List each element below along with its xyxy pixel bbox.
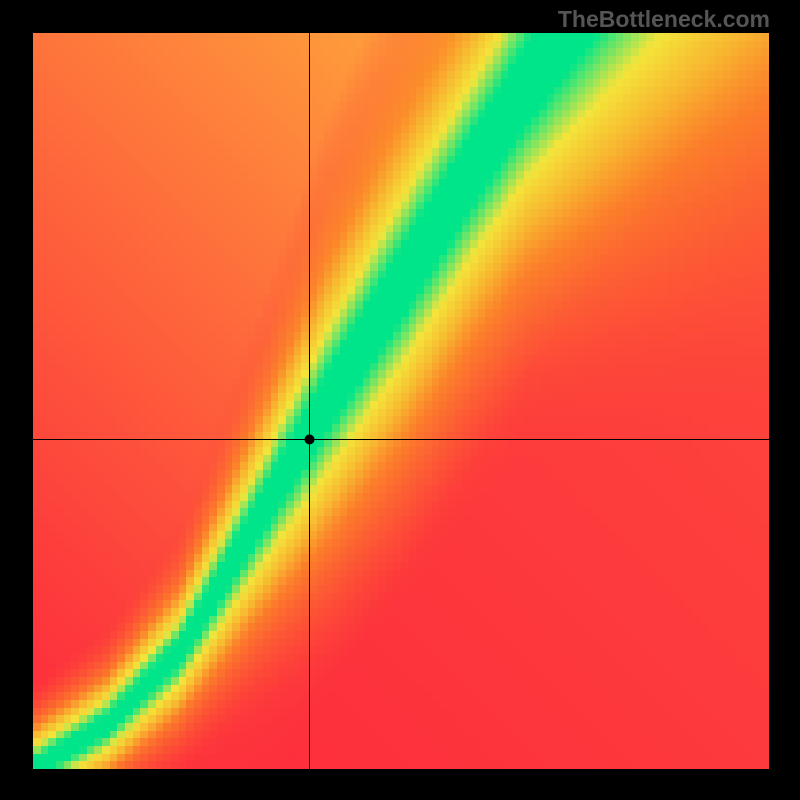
bottleneck-heatmap [33, 33, 769, 769]
chart-container: TheBottleneck.com [0, 0, 800, 800]
watermark-text: TheBottleneck.com [558, 6, 770, 33]
